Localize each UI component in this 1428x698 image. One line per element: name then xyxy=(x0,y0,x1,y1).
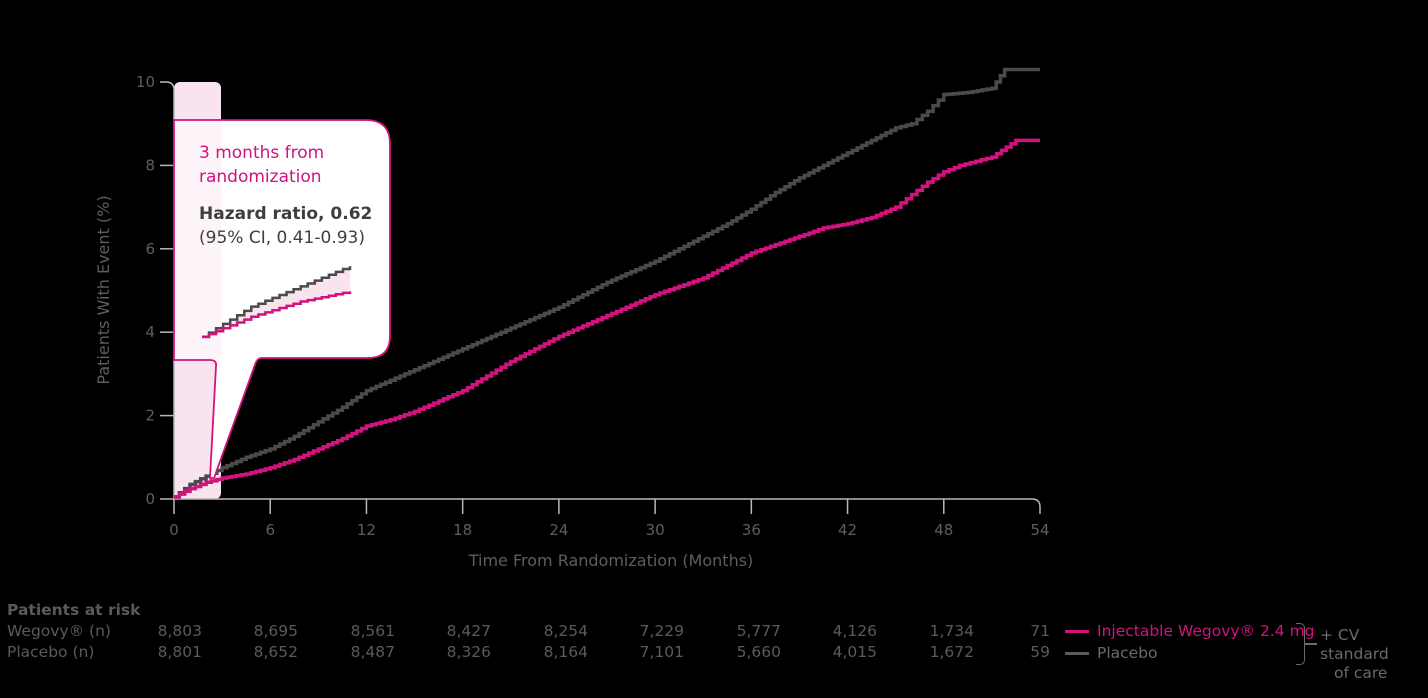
risk-cell: 8,254 xyxy=(543,622,588,640)
confidence-interval-label: (95% CI, 0.41-0.93) xyxy=(199,228,365,248)
inset-band-overlay xyxy=(175,121,221,359)
y-tick-label: 6 xyxy=(145,240,155,258)
inset-wegovy-curve xyxy=(202,291,352,339)
risk-cell: 8,487 xyxy=(350,643,395,661)
risk-cell: 4,126 xyxy=(832,622,877,640)
risk-cell: 8,803 xyxy=(157,622,202,640)
legend-label-wegovy: Injectable Wegovy® 2.4 mg xyxy=(1097,622,1315,640)
inset-placebo-curve xyxy=(202,266,352,339)
placebo-curve xyxy=(174,67,1040,499)
x-tick-label: 48 xyxy=(934,521,953,539)
legend-brace-tick xyxy=(1305,643,1317,645)
risk-cell: 8,695 xyxy=(253,622,298,640)
risk-cell: 8,326 xyxy=(446,643,491,661)
risk-row-placebo: Placebo (n) 8,801 8,652 8,487 8,326 8,164 7,1… xyxy=(7,642,1067,663)
inset-title-line1: 3 months from xyxy=(199,143,324,163)
x-tick-label: 6 xyxy=(265,521,275,539)
legend-swatch-placebo xyxy=(1065,652,1089,655)
y-ticks: 0 2 4 6 8 10 xyxy=(136,73,174,508)
risk-cell: 4,015 xyxy=(832,643,877,661)
legend-suffix: + CV standard of care xyxy=(1320,626,1428,683)
x-tick-label: 42 xyxy=(838,521,857,539)
x-tick-label: 18 xyxy=(453,521,472,539)
x-tick-label: 12 xyxy=(357,521,376,539)
x-tick-label: 30 xyxy=(646,521,665,539)
y-tick-label: 4 xyxy=(145,323,155,341)
legend-suffix-line1: + CV standard xyxy=(1320,626,1389,663)
risk-cell: 7,101 xyxy=(639,643,684,661)
y-tick-label: 10 xyxy=(136,73,155,91)
x-ticks: 0 6 12 18 24 30 36 42 48 54 xyxy=(169,499,1050,539)
legend-swatch-wegovy xyxy=(1065,630,1089,633)
risk-cell: 5,660 xyxy=(736,643,781,661)
risk-cell: 1,734 xyxy=(929,622,974,640)
risk-table-title: Patients at risk xyxy=(7,601,141,619)
risk-cell: 8,427 xyxy=(446,622,491,640)
legend: Injectable Wegovy® 2.4 mg Placebo xyxy=(1065,620,1315,664)
risk-row-label: Placebo (n) xyxy=(7,643,95,661)
x-tick-label: 24 xyxy=(549,521,568,539)
x-axis-title: Time From Randomization (Months) xyxy=(468,551,754,570)
y-axis-title: Patients With Event (%) xyxy=(94,195,113,384)
inset-title-line2: randomization xyxy=(199,167,322,187)
risk-cell: 1,672 xyxy=(929,643,974,661)
risk-row-wegovy: Wegovy® (n) 8,803 8,695 8,561 8,427 8,254 7,2… xyxy=(7,621,1067,642)
risk-cell: 7,229 xyxy=(639,622,684,640)
risk-cell: 71 xyxy=(1030,622,1050,640)
risk-cell: 59 xyxy=(1030,643,1050,661)
legend-suffix-line2: of care xyxy=(1334,664,1388,682)
legend-item-placebo: Placebo xyxy=(1065,642,1315,664)
risk-cell: 8,561 xyxy=(350,622,395,640)
risk-row-label: Wegovy® (n) xyxy=(7,622,111,640)
risk-cell: 8,164 xyxy=(543,643,588,661)
x-tick-label: 54 xyxy=(1030,521,1049,539)
risk-cell: 8,652 xyxy=(253,643,298,661)
legend-item-wegovy: Injectable Wegovy® 2.4 mg xyxy=(1065,620,1315,642)
x-axis-line xyxy=(174,498,1041,514)
risk-cell: 5,777 xyxy=(736,622,781,640)
y-tick-label: 8 xyxy=(145,156,155,174)
risk-cell: 8,801 xyxy=(157,643,202,661)
x-tick-label: 36 xyxy=(742,521,761,539)
patients-at-risk-table: Patients at risk Wegovy® (n) 8,803 8,695 8… xyxy=(7,600,1067,663)
hazard-ratio-label: Hazard ratio, 0.62 xyxy=(199,204,372,224)
legend-label-placebo: Placebo xyxy=(1097,644,1158,662)
legend-brace xyxy=(1296,623,1305,665)
y-tick-label: 0 xyxy=(145,490,155,508)
y-axis-line xyxy=(165,81,175,499)
wegovy-curve xyxy=(174,138,1040,499)
y-tick-label: 2 xyxy=(145,407,155,425)
x-tick-label: 0 xyxy=(169,521,179,539)
